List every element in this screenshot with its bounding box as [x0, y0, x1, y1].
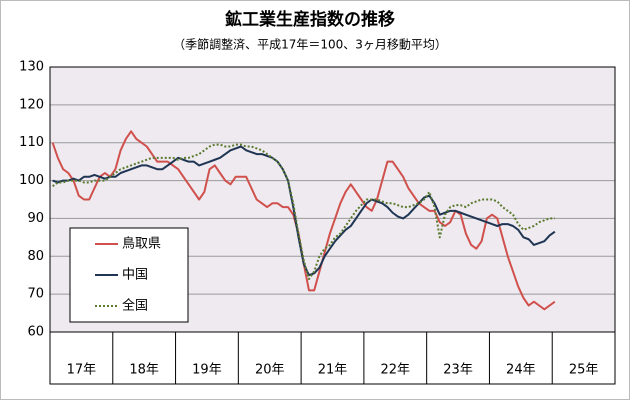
x-axis-box: [49, 331, 616, 385]
y-tick-label: 120: [19, 97, 44, 112]
series-line: [52, 143, 555, 280]
series-line: [52, 145, 556, 277]
legend-label: 中国: [122, 268, 148, 283]
x-tick-label: 20年: [255, 363, 285, 378]
y-tick-label: 70: [27, 287, 44, 302]
x-tick-label: 17年: [67, 363, 97, 378]
chart-subtitle: （季節調整済、平成17年＝100、3ヶ月移動平均）: [173, 37, 447, 52]
y-tick-label: 80: [27, 249, 44, 264]
x-tick-label: 22年: [381, 363, 411, 378]
y-tick-label: 130: [19, 60, 44, 75]
y-tick-label: 60: [27, 325, 44, 340]
x-tick-label: 18年: [129, 363, 159, 378]
x-tick-label: 23年: [443, 363, 473, 378]
y-tick-label: 90: [27, 211, 44, 226]
y-tick-label: 100: [19, 173, 44, 188]
x-tick-label: 19年: [192, 363, 222, 378]
legend-label: 全国: [122, 298, 148, 314]
y-tick-label: 110: [19, 135, 44, 150]
x-tick-label: 24年: [506, 363, 536, 378]
legend-box: [69, 227, 189, 323]
x-tick-label: 21年: [318, 363, 348, 378]
x-tick-label: 25年: [569, 363, 599, 378]
chart-title: 鉱工業生産指数の推移: [225, 9, 395, 30]
series-lines: [51, 130, 556, 311]
legend-label: 鳥取県: [122, 237, 161, 252]
